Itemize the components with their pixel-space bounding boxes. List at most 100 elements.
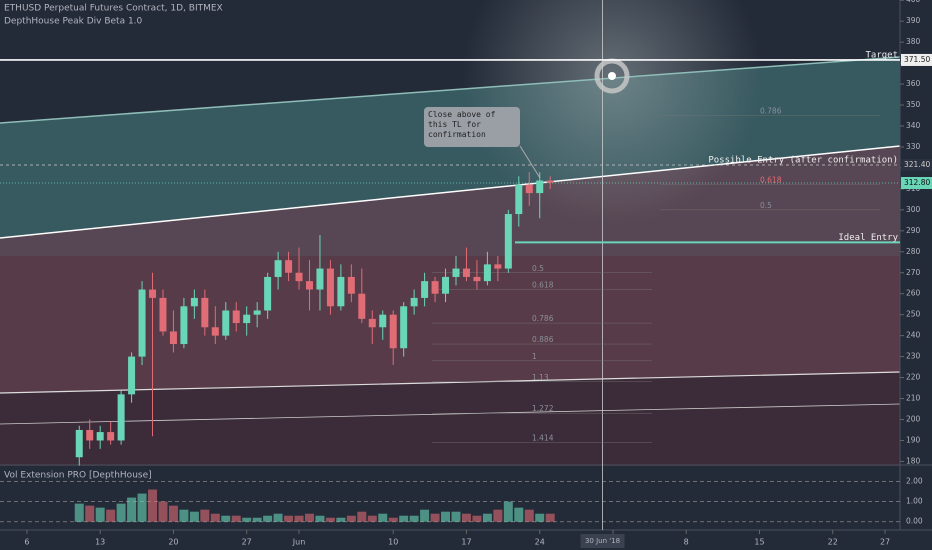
candle-body [410,297,418,307]
fib-label: 0.618 [532,281,554,290]
fib-label: 0.618 [760,176,782,185]
candle-body [285,260,293,273]
candle-body [159,297,167,332]
candle-body [201,297,209,328]
y-tick-label: 400 [906,0,921,4]
volume-bar [451,511,461,522]
candle-body [274,260,282,277]
y-tick-label: 210 [906,394,921,403]
price-tag [901,158,932,171]
volume-bar [221,515,231,522]
y-tick-label: 1.00 [906,497,923,506]
candle-body [504,214,512,269]
callout-pointer [519,145,541,179]
candle-body [128,356,136,395]
candle-body [190,297,198,307]
candle-body [546,180,554,183]
y-tick-label: 290 [906,226,921,235]
price-tag [901,53,932,66]
volume-bar [304,513,314,522]
volume-bar [461,513,471,522]
volume-bar [346,515,356,522]
volume-bar [503,501,513,522]
x-tick-label: 20 [168,538,178,547]
volume-bar [116,503,126,522]
volume-bar [106,509,116,522]
candle-body [431,281,439,294]
y-tick-label: 270 [906,268,921,277]
x-tick-label: 13 [95,538,105,547]
candle-body [389,314,397,349]
candle-body [347,276,355,294]
x-tick-label: 6 [24,538,29,547]
volume-bar [137,493,147,522]
candle-body [264,276,272,311]
y-tick-label: 330 [906,142,921,151]
crosshair-label: 30 Jun '18 [585,537,620,545]
candle-body [400,306,408,349]
fib-label: 0.786 [760,107,782,116]
volume-bar [95,507,105,522]
y-tick-label: 0.00 [906,517,923,526]
volume-bar [378,513,388,522]
fib-label: 1 [532,352,537,361]
x-tick-label: 27 [880,538,890,547]
volume-bar [273,513,283,522]
trend-line [0,56,901,124]
y-tick-label: 260 [906,289,921,298]
y-tick-label: 340 [906,121,921,130]
volume-bar [315,515,325,522]
level-label: Target [865,50,898,60]
x-tick-label: 10 [388,538,398,547]
volume-bar [210,513,220,522]
y-tick-label: 380 [906,37,921,46]
y-tick-label: 360 [906,79,921,88]
price-tag-label: 321.40 [904,160,930,169]
volume-bar [85,505,95,522]
volume-bar [189,511,199,522]
y-tick-label: 2.00 [906,476,923,485]
target-marker [594,58,630,94]
candle-body [253,310,261,315]
candle-body [316,268,324,290]
volume-bar [367,515,377,522]
x-tick-label: 8 [684,538,689,547]
volume-bar [388,517,398,522]
fib-label: 1.13 [532,373,549,382]
candle-body [368,318,376,328]
candle-body [525,184,533,194]
candle-body [75,429,83,458]
y-tick-label: 350 [906,100,921,109]
candle-body [138,289,146,357]
annotation-box [424,107,520,147]
volume-bar [127,497,137,522]
volume-bar [231,515,241,522]
fib-label: 0.5 [760,201,772,210]
candle-body [379,314,387,328]
candle-body [452,268,460,277]
level-label: Ideal Entry [838,233,898,243]
volume-bar [263,515,273,522]
candle-body [462,268,470,277]
candle-body [494,264,502,269]
fib-label: 1.272 [532,404,554,413]
chart-title: ETHUSD Perpetual Futures Contract, 1D, B… [4,4,223,14]
candle-body [358,293,366,319]
volume-bar [514,507,524,522]
volume-bar [535,513,545,522]
volume-bar [242,517,252,522]
price-tag-label: 371.50 [904,55,930,64]
volume-bar [441,511,451,522]
candle-body [149,289,157,298]
x-tick-label: 22 [828,538,838,547]
volume-bar [493,509,503,522]
volume-bar [420,509,430,522]
volume-bar [336,517,346,522]
candle-body [536,180,544,194]
volume-title: Vol Extension PRO [DepthHouse] [4,471,152,481]
volume-bar [325,517,335,522]
y-tick-label: 220 [906,373,921,382]
volume-bar [74,503,84,522]
candle-body [442,276,450,294]
